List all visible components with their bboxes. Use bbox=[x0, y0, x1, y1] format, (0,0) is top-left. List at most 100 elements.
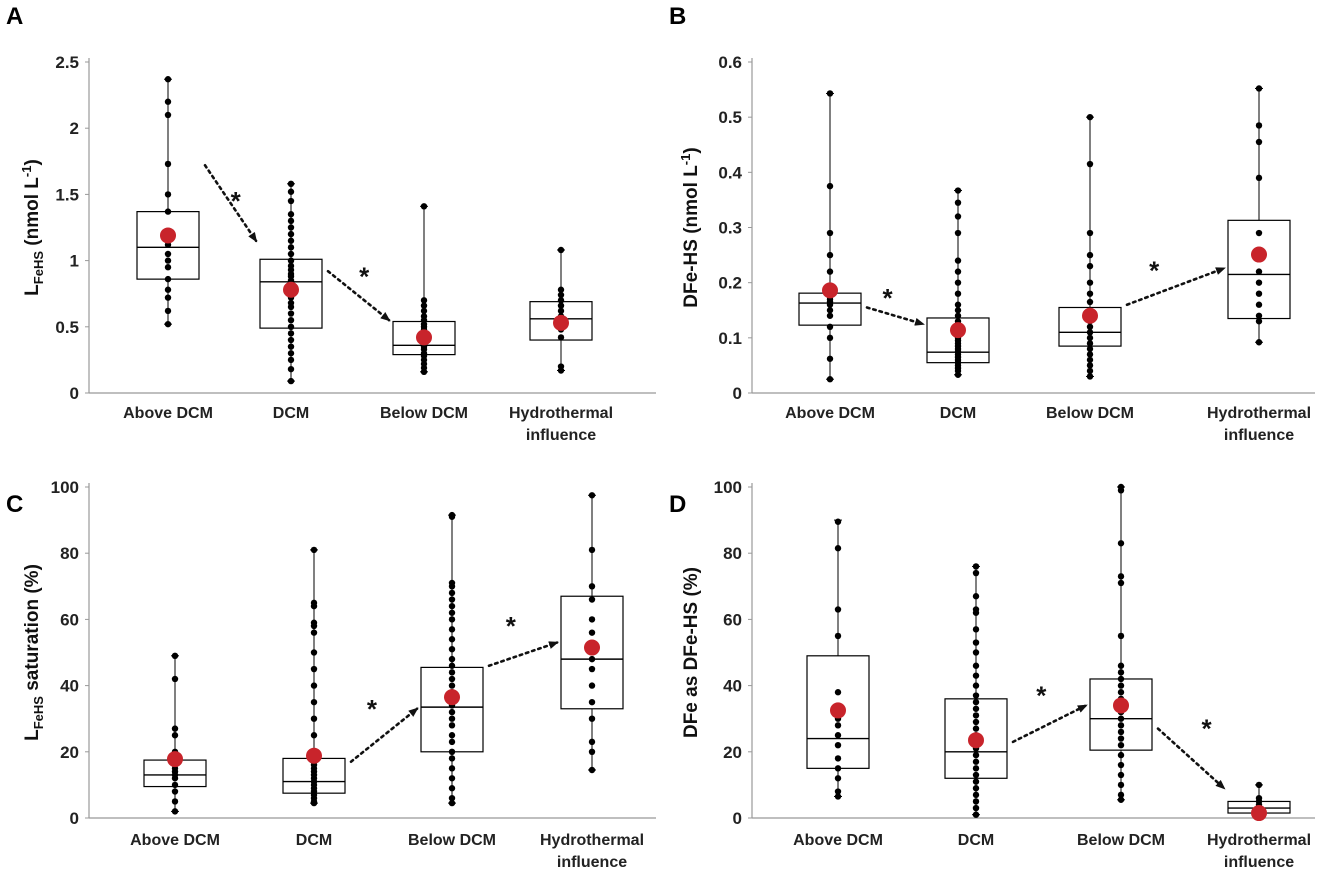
data-point bbox=[164, 111, 172, 119]
data-point bbox=[954, 307, 962, 314]
data-point bbox=[164, 307, 172, 315]
data-point bbox=[826, 90, 834, 97]
data-point bbox=[287, 217, 295, 225]
data-point bbox=[1117, 682, 1125, 689]
data-point bbox=[448, 669, 456, 676]
data-point bbox=[588, 655, 596, 663]
data-point bbox=[557, 297, 565, 304]
data-point bbox=[310, 649, 318, 656]
data-point bbox=[588, 665, 596, 673]
data-point bbox=[1086, 329, 1094, 336]
category-label: Above DCM bbox=[793, 832, 883, 849]
mean-marker bbox=[553, 314, 569, 331]
data-point bbox=[164, 286, 172, 293]
data-point bbox=[1255, 279, 1263, 286]
data-point bbox=[972, 718, 980, 726]
data-point bbox=[1117, 573, 1125, 580]
data-point bbox=[310, 599, 318, 607]
box-group bbox=[136, 76, 200, 328]
data-point bbox=[1255, 339, 1263, 346]
data-point bbox=[972, 725, 980, 732]
box-group bbox=[944, 563, 1008, 818]
data-point bbox=[972, 626, 980, 633]
data-point bbox=[448, 715, 456, 722]
y-tick-label: 60 bbox=[60, 610, 79, 629]
data-point bbox=[287, 350, 295, 357]
data-point bbox=[1086, 345, 1094, 353]
data-point bbox=[1117, 675, 1125, 683]
data-point bbox=[448, 579, 456, 587]
data-point bbox=[164, 191, 172, 198]
data-point bbox=[588, 715, 596, 722]
data-point bbox=[954, 290, 962, 297]
data-point bbox=[1086, 279, 1094, 286]
data-point bbox=[972, 662, 980, 669]
data-point bbox=[448, 602, 456, 610]
data-point bbox=[954, 257, 962, 264]
data-point bbox=[1086, 356, 1094, 364]
y-axis-label-part: FeHS bbox=[31, 251, 46, 285]
data-point bbox=[557, 334, 565, 341]
data-point bbox=[287, 330, 295, 337]
data-point bbox=[1086, 340, 1094, 347]
y-tick-label: 2 bbox=[70, 119, 79, 138]
data-point bbox=[164, 275, 172, 283]
data-point bbox=[1255, 312, 1263, 319]
data-point bbox=[972, 751, 980, 759]
y-tick-label: 0 bbox=[70, 809, 79, 828]
y-axis-label-part: L bbox=[22, 729, 43, 741]
mean-marker bbox=[167, 751, 183, 768]
data-point bbox=[1117, 632, 1125, 640]
y-tick-label: 20 bbox=[723, 743, 742, 762]
panel-d: D 0 20 40 60 80 100 DFe as DFe-HS (%) Above DCM D… bbox=[669, 478, 1315, 871]
category-label: DCM bbox=[940, 405, 976, 422]
y-axis-label-part: L bbox=[22, 284, 43, 296]
significance-star: * bbox=[359, 261, 370, 291]
data-point bbox=[448, 794, 456, 802]
data-point bbox=[164, 264, 172, 271]
data-point bbox=[826, 307, 834, 314]
data-point bbox=[954, 268, 962, 275]
data-point bbox=[972, 771, 980, 779]
data-point bbox=[826, 334, 834, 342]
data-point bbox=[954, 213, 962, 220]
data-point bbox=[1117, 751, 1125, 759]
y-tick-label: 100 bbox=[714, 478, 742, 497]
data-point bbox=[972, 791, 980, 799]
data-point bbox=[448, 662, 456, 669]
significance-arrow bbox=[1156, 727, 1226, 790]
data-point bbox=[972, 682, 980, 689]
y-tick-label: 0 bbox=[733, 384, 742, 403]
data-point bbox=[588, 682, 596, 689]
data-point bbox=[310, 682, 318, 689]
y-tick-label: 0.1 bbox=[718, 329, 742, 348]
data-point bbox=[164, 294, 172, 301]
data-point bbox=[972, 672, 980, 679]
data-point bbox=[588, 629, 596, 636]
significance-star: * bbox=[1201, 714, 1212, 744]
data-point bbox=[1117, 669, 1125, 676]
data-point bbox=[448, 738, 456, 746]
data-point bbox=[557, 363, 565, 370]
category-label: Hydrothermal bbox=[509, 405, 613, 422]
mean-marker bbox=[822, 282, 838, 299]
data-point bbox=[972, 692, 980, 699]
data-point bbox=[448, 626, 456, 633]
data-point bbox=[972, 563, 980, 570]
category-label: influence bbox=[526, 427, 596, 444]
significance-arrow bbox=[487, 641, 559, 668]
y-tick-label: 20 bbox=[60, 743, 79, 762]
y-tick-label: 80 bbox=[723, 544, 742, 563]
data-point bbox=[164, 160, 172, 168]
data-point bbox=[1086, 251, 1094, 259]
data-point bbox=[310, 546, 318, 554]
mean-marker bbox=[444, 689, 460, 706]
data-point bbox=[448, 755, 456, 762]
data-point bbox=[954, 229, 962, 237]
category-label: Below DCM bbox=[1077, 832, 1165, 849]
data-point bbox=[164, 98, 172, 105]
mean-marker bbox=[584, 639, 600, 656]
data-point bbox=[164, 76, 172, 83]
data-point bbox=[287, 244, 295, 251]
y-tick-label: 0.2 bbox=[718, 274, 742, 293]
